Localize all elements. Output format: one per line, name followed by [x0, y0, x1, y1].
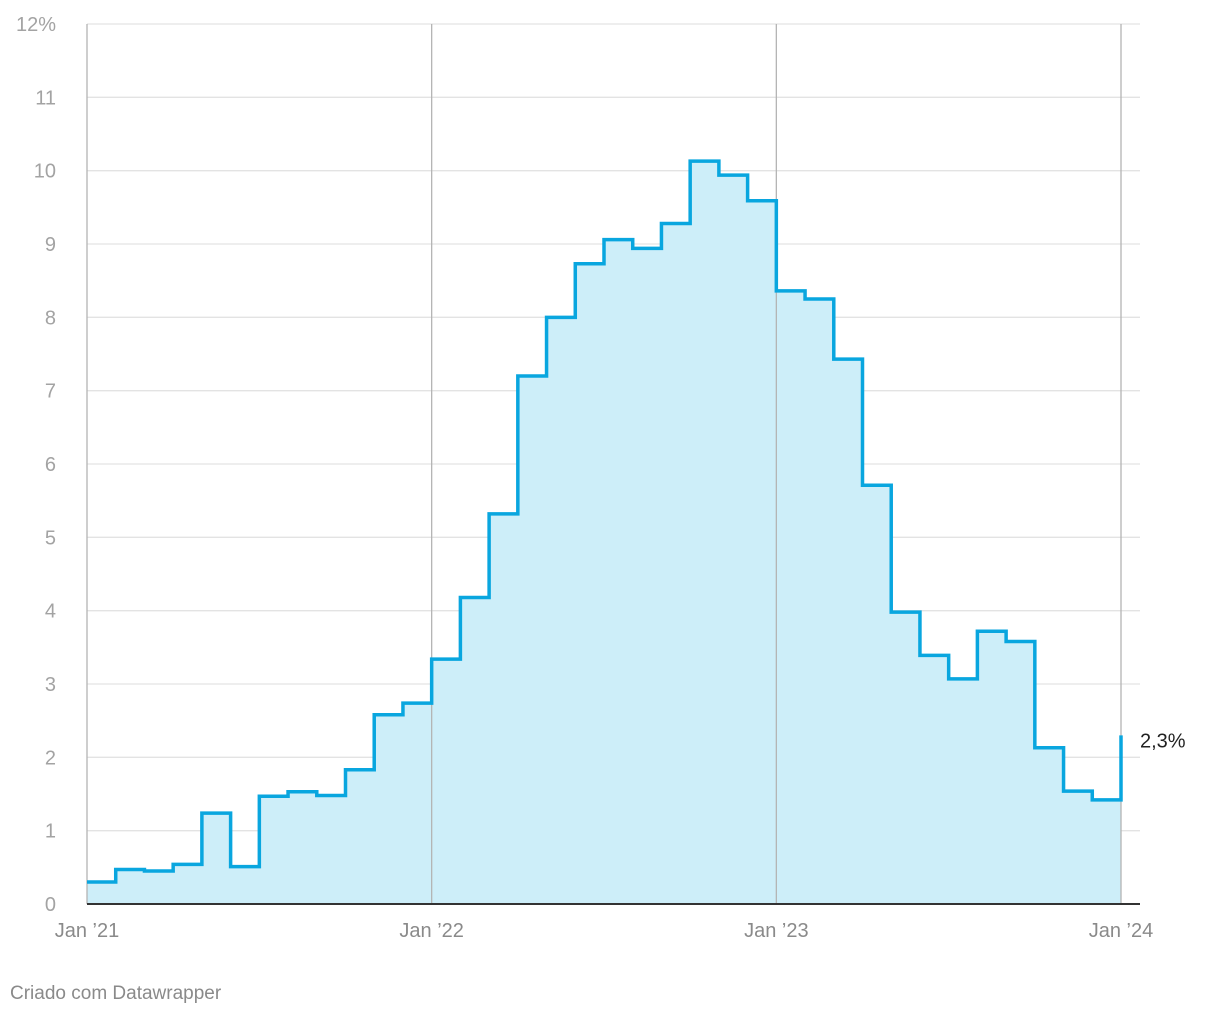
y-tick-label: 7	[45, 381, 56, 403]
y-tick-label: 9	[45, 234, 56, 256]
vertical-year-gridlines	[86, 24, 1122, 904]
y-axis-tick-labels: 0 1 2 3 4 5 6 7 8 9 10 11 12%	[16, 14, 56, 916]
y-tick-label: 10	[34, 161, 56, 183]
y-tick-label: 2	[45, 747, 56, 769]
y-tick-label: 5	[45, 527, 56, 549]
series-step-line	[87, 159, 1123, 884]
y-tick-label: 3	[45, 674, 56, 696]
end-value-label: 2,3%	[1140, 730, 1186, 752]
x-tick-label: Jan ’21	[55, 920, 120, 942]
x-tick-label: Jan ’22	[399, 920, 464, 942]
y-tick-label: 11	[35, 87, 56, 109]
x-tick-label: Jan ’24	[1089, 920, 1154, 942]
x-tick-label: Jan ’23	[744, 920, 809, 942]
y-tick-label: 12%	[16, 14, 56, 36]
series-area-fill	[87, 161, 1121, 905]
y-tick-label: 0	[45, 894, 56, 916]
y-tick-label: 4	[45, 601, 56, 623]
y-tick-label: 6	[45, 454, 56, 476]
x-axis-tick-labels: Jan ’21 Jan ’22 Jan ’23 Jan ’24	[55, 920, 1154, 942]
y-tick-label: 8	[45, 307, 56, 329]
footer-credit: Criado com Datawrapper	[10, 983, 222, 1004]
y-tick-label: 1	[45, 821, 56, 843]
